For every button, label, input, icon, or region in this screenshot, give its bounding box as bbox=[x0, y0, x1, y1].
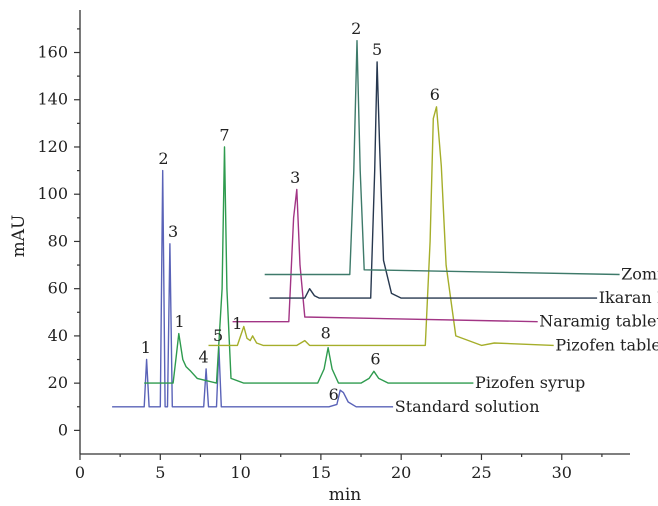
peak-label: 6 bbox=[329, 385, 339, 404]
trace-pizofen-syrup bbox=[144, 146, 474, 384]
trace-label-pizofen-syrup: Pizofen syrup bbox=[475, 373, 585, 392]
peak-label: 5 bbox=[213, 326, 223, 345]
x-tick-label: 25 bbox=[471, 463, 491, 482]
peak-label: 5 bbox=[372, 40, 382, 59]
peak-label: 1 bbox=[232, 314, 242, 333]
peak-label: 1 bbox=[141, 338, 151, 357]
y-tick-label: 20 bbox=[48, 373, 68, 392]
labels: Standard solution Pizofen syrup Pizofen ta… bbox=[141, 19, 658, 416]
peak-label: 3 bbox=[290, 168, 300, 187]
trace-naramig-tablets bbox=[232, 188, 538, 323]
y-tick-label: 0 bbox=[58, 420, 68, 439]
y-axis-title: mAU bbox=[9, 215, 29, 258]
x-tick-label: 5 bbox=[155, 463, 165, 482]
y-tick-label: 60 bbox=[48, 279, 68, 298]
x-tick-label: 20 bbox=[391, 463, 411, 482]
peak-label: 8 bbox=[321, 324, 331, 343]
peak-label: 2 bbox=[158, 149, 168, 168]
x-tick-label: 30 bbox=[552, 463, 572, 482]
peak-label: 1 bbox=[174, 312, 184, 331]
trace-label-zomig-tablets: Zomig tablets bbox=[621, 265, 658, 284]
y-tick-label: 40 bbox=[48, 326, 68, 345]
y-tick-label: 120 bbox=[37, 137, 68, 156]
peak-label: 2 bbox=[351, 19, 361, 38]
x-tick-label: 0 bbox=[75, 463, 85, 482]
trace-label-ikaran-lp-tablets: Ikaran LP tablets bbox=[599, 288, 658, 307]
x-axis-title: min bbox=[329, 485, 362, 505]
y-tick-label: 160 bbox=[37, 43, 68, 62]
trace-standard-solution bbox=[112, 169, 394, 408]
x-tick-label: 10 bbox=[230, 463, 250, 482]
peak-label: 7 bbox=[219, 125, 229, 144]
trace-zomig-tablets bbox=[264, 40, 620, 276]
y-tick-label: 80 bbox=[48, 231, 68, 250]
trace-label-naramig-tablets: Naramig tablets bbox=[539, 312, 658, 331]
peak-label: 6 bbox=[430, 85, 440, 104]
peak-label: 6 bbox=[370, 350, 380, 369]
trace-ikaran-lp-tablets bbox=[269, 61, 598, 299]
y-tick-label: 140 bbox=[37, 90, 68, 109]
traces bbox=[112, 40, 620, 408]
trace-pizofen-tablets bbox=[208, 106, 554, 347]
trace-label-pizofen-tablets: Pizofen tablets bbox=[555, 335, 658, 354]
peak-label: 4 bbox=[199, 347, 209, 366]
trace-label-standard-solution: Standard solution bbox=[395, 397, 540, 416]
x-tick-label: 15 bbox=[311, 463, 331, 482]
peak-label: 3 bbox=[168, 222, 178, 241]
y-tick-label: 100 bbox=[37, 184, 68, 203]
